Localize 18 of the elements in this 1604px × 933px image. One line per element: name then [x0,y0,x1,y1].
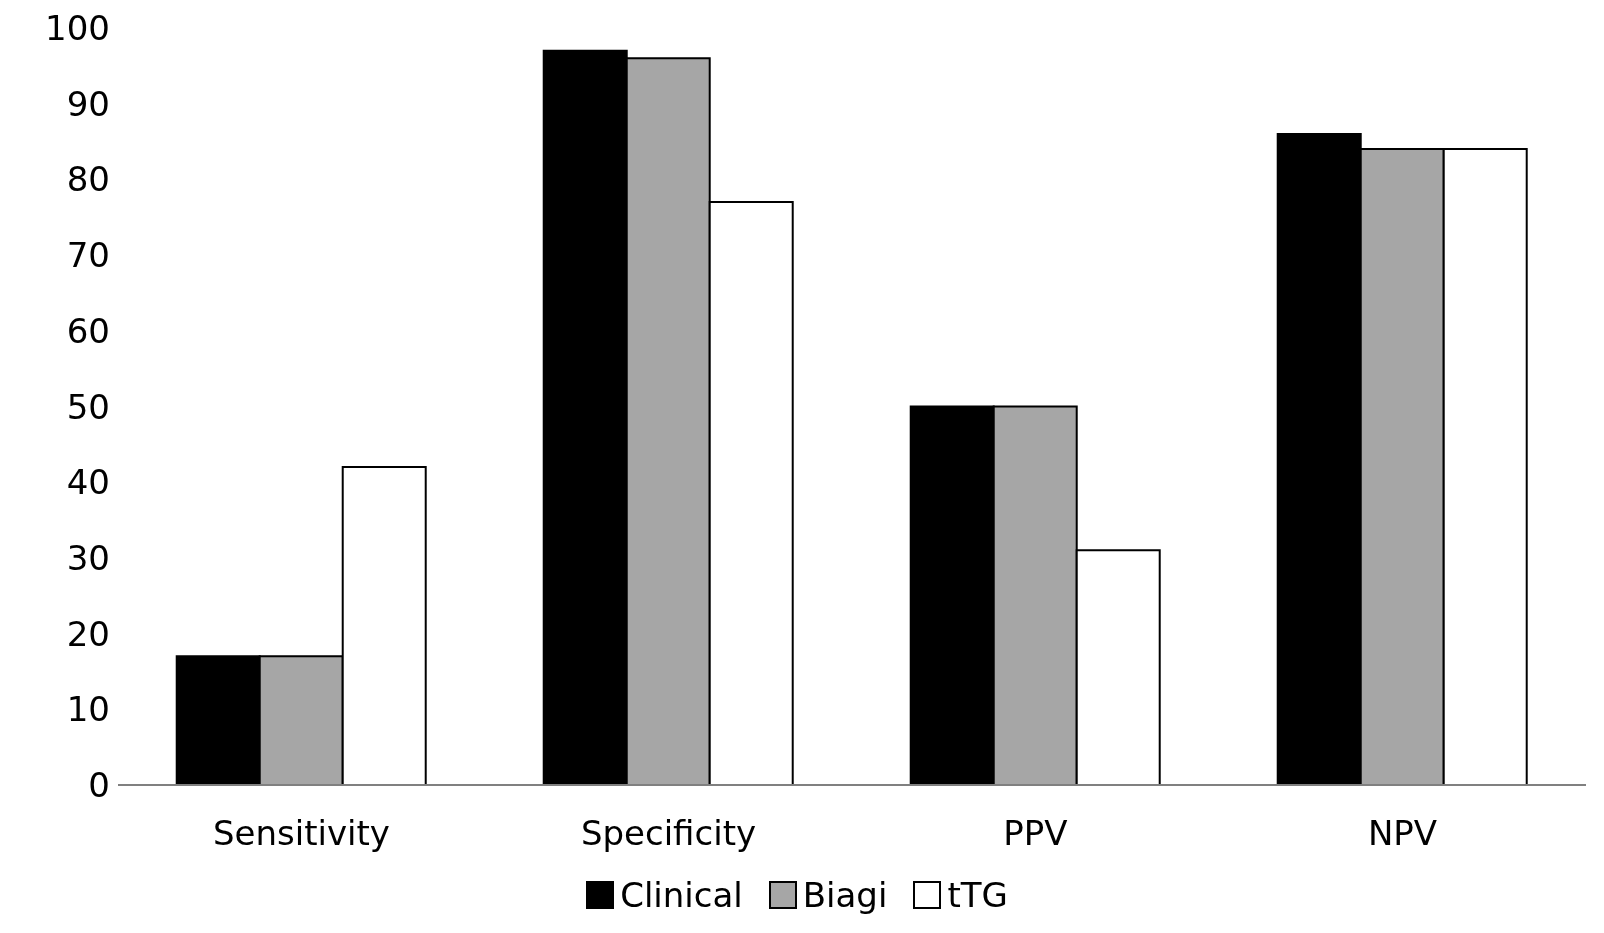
x-tick-label: Specificity [580,813,757,854]
legend-label: Biagi [801,875,888,915]
y-tick-label: 80 [66,159,110,200]
x-tick-label: Sensitivity [212,813,391,854]
x-tick-label: PPV [1003,813,1068,854]
y-tick-label: 50 [66,386,110,427]
y-tick-label: 40 [66,462,110,503]
y-tick-label: 100 [45,8,110,49]
y-tick-label: 10 [66,689,110,730]
y-tick-label: 90 [66,83,110,124]
legend-label: tTG [946,875,1008,915]
x-tick-label: NPV [1367,813,1438,854]
y-tick-label: 30 [66,537,110,578]
y-tick-label: 20 [66,613,110,654]
y-tick-label: 70 [66,235,110,276]
y-tick-label: 0 [88,765,110,806]
y-tick-label: 60 [66,310,110,351]
legend-label: Clinical [619,875,743,915]
